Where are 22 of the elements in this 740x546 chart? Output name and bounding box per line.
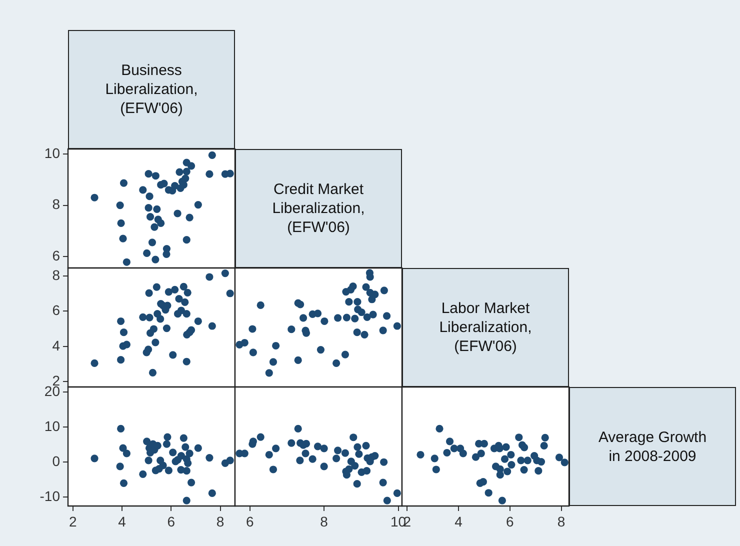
x-tick-label: 4 xyxy=(118,513,126,530)
y-tick-label: -10 xyxy=(40,488,60,504)
x-tick-label: 8 xyxy=(216,513,224,530)
x-tick-label: 2 xyxy=(69,513,78,530)
x-tick-label: 6 xyxy=(167,513,176,530)
y-tick-label: 10 xyxy=(44,418,60,434)
y-tick-label: 6 xyxy=(52,302,60,318)
y-tick-label: 10 xyxy=(44,144,60,161)
x-tick-label: 8 xyxy=(557,513,566,530)
x-tick-label: 6 xyxy=(246,513,254,530)
text: Average Growth in 2008-2009 xyxy=(597,428,708,466)
y-tick-label: 4 xyxy=(52,337,60,354)
y-tick-label: 6 xyxy=(52,247,60,264)
y-tick-label: 8 xyxy=(52,266,60,283)
text: Business Liberalization, (EFW'06) xyxy=(104,61,199,118)
text: Credit Market Liberalization, (EFW'06) xyxy=(271,180,366,237)
y-tick-label: 0 xyxy=(52,452,60,469)
y-tick-label: 8 xyxy=(52,196,60,212)
x-tick-label: 4 xyxy=(454,513,463,530)
x-tick-label: 8 xyxy=(320,513,328,530)
x-tick-label: 6 xyxy=(506,513,514,530)
text: Labor Market Liberalization, (EFW'06) xyxy=(438,299,533,356)
